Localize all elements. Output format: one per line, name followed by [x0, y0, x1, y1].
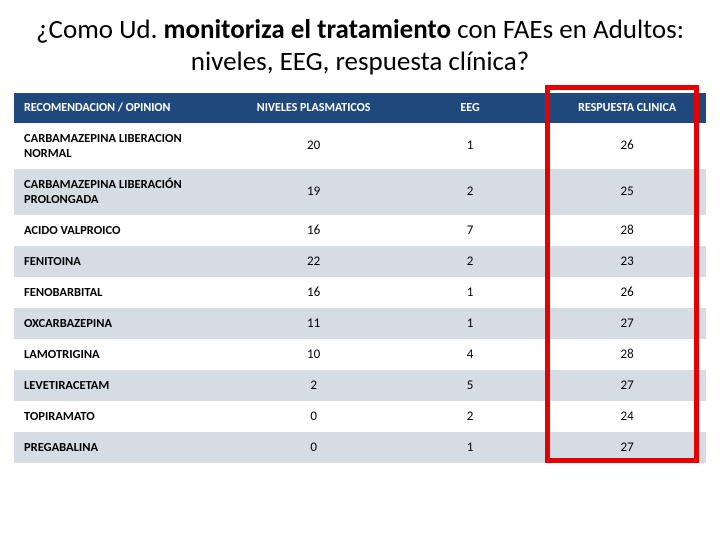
cell-respuesta: 26	[548, 277, 706, 308]
col-header-niveles: NIVELES PLASMATICOS	[235, 93, 391, 123]
col-header-respuesta: RESPUESTA CLINICA	[548, 93, 706, 123]
cell-respuesta: 28	[548, 215, 706, 246]
cell-respuesta: 23	[548, 246, 706, 277]
cell-eeg: 2	[392, 246, 548, 277]
row-label: PREGABALINA	[14, 432, 235, 463]
table-row: FENITOINA 22 2 23	[14, 246, 706, 277]
cell-respuesta: 24	[548, 401, 706, 432]
table-row: TOPIRAMATO 0 2 24	[14, 401, 706, 432]
cell-niveles: 10	[235, 339, 391, 370]
cell-eeg: 4	[392, 339, 548, 370]
table-row: FENOBARBITAL 16 1 26	[14, 277, 706, 308]
row-label: ACIDO VALPROICO	[14, 215, 235, 246]
table-row: PREGABALINA 0 1 27	[14, 432, 706, 463]
cell-niveles: 11	[235, 308, 391, 339]
slide: ¿Como Ud. monitoriza el tratamiento con …	[0, 0, 720, 540]
table-header-row: RECOMENDACION / OPINION NIVELES PLASMATI…	[14, 93, 706, 123]
cell-niveles: 0	[235, 432, 391, 463]
col-header-eeg: EEG	[392, 93, 548, 123]
cell-eeg: 1	[392, 123, 548, 169]
table-row: LAMOTRIGINA 10 4 28	[14, 339, 706, 370]
row-label: LAMOTRIGINA	[14, 339, 235, 370]
cell-niveles: 19	[235, 169, 391, 215]
cell-respuesta: 26	[548, 123, 706, 169]
row-label: FENITOINA	[14, 246, 235, 277]
col-header-recomendacion: RECOMENDACION / OPINION	[14, 93, 235, 123]
title-part1: ¿Como Ud.	[36, 13, 164, 46]
cell-eeg: 2	[392, 401, 548, 432]
cell-niveles: 2	[235, 370, 391, 401]
cell-respuesta: 28	[548, 339, 706, 370]
cell-niveles: 16	[235, 277, 391, 308]
table-row: CARBAMAZEPINA LIBERACIÓN PROLONGADA 19 2…	[14, 169, 706, 215]
monitoring-table: RECOMENDACION / OPINION NIVELES PLASMATI…	[14, 93, 706, 463]
table-row: OXCARBAZEPINA 11 1 27	[14, 308, 706, 339]
cell-eeg: 5	[392, 370, 548, 401]
cell-eeg: 1	[392, 308, 548, 339]
row-label: OXCARBAZEPINA	[14, 308, 235, 339]
cell-respuesta: 27	[548, 370, 706, 401]
table-row: ACIDO VALPROICO 16 7 28	[14, 215, 706, 246]
cell-niveles: 20	[235, 123, 391, 169]
table-row: LEVETIRACETAM 2 5 27	[14, 370, 706, 401]
row-label: TOPIRAMATO	[14, 401, 235, 432]
cell-niveles: 16	[235, 215, 391, 246]
row-label: LEVETIRACETAM	[14, 370, 235, 401]
cell-eeg: 2	[392, 169, 548, 215]
cell-respuesta: 27	[548, 308, 706, 339]
cell-eeg: 1	[392, 432, 548, 463]
row-label: FENOBARBITAL	[14, 277, 235, 308]
cell-niveles: 22	[235, 246, 391, 277]
cell-eeg: 1	[392, 277, 548, 308]
cell-eeg: 7	[392, 215, 548, 246]
table-row: CARBAMAZEPINA LIBERACION NORMAL 20 1 26	[14, 123, 706, 169]
title-bold: monitoriza el tratamiento	[164, 13, 452, 46]
row-label: CARBAMAZEPINA LIBERACION NORMAL	[14, 123, 235, 169]
slide-title: ¿Como Ud. monitoriza el tratamiento con …	[0, 8, 720, 93]
cell-niveles: 0	[235, 401, 391, 432]
cell-respuesta: 27	[548, 432, 706, 463]
table-container: RECOMENDACION / OPINION NIVELES PLASMATI…	[14, 93, 706, 463]
cell-respuesta: 25	[548, 169, 706, 215]
row-label: CARBAMAZEPINA LIBERACIÓN PROLONGADA	[14, 169, 235, 215]
